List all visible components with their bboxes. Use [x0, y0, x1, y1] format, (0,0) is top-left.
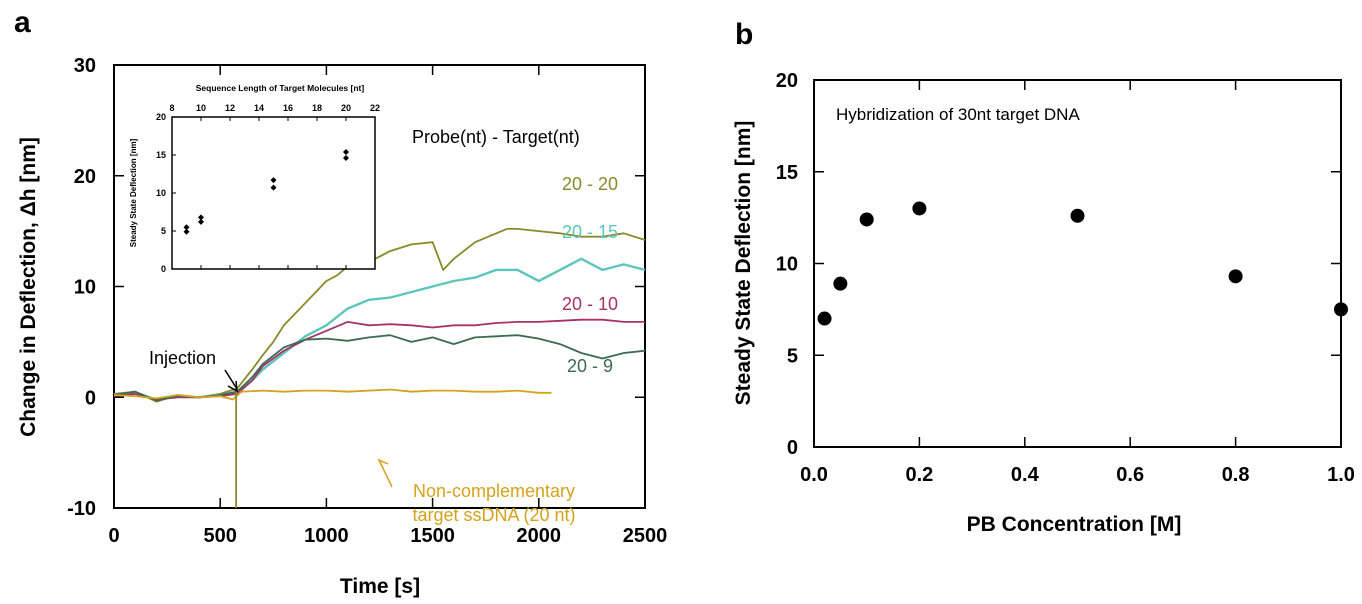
series-label-20-10: 20 - 10 [562, 294, 618, 314]
inset-x-tick-label: 20 [341, 103, 351, 113]
inset-x-tick-label: 22 [370, 103, 380, 113]
panel-b-y-ticks: 0 5 10 15 20 [776, 70, 1341, 459]
inset-point [183, 224, 190, 231]
inset-y-tick-label: 0 [161, 264, 166, 274]
panel-a-y-tick-label: -10 [67, 498, 96, 520]
panel-a-probe-target-label: Probe(nt) - Target(nt) [412, 127, 580, 147]
inset-x-tick-label: 14 [254, 103, 264, 113]
panel-b-y-axis-label: Steady State Deflection [nm] [732, 121, 755, 406]
inset-point [270, 177, 277, 184]
inset-x-ticks: 8 10 12 14 16 18 20 22 [169, 103, 380, 269]
panel-b-x-ticks: 0.0 0.2 0.4 0.6 0.8 1.0 [800, 80, 1355, 486]
panel-label-a: a [14, 6, 31, 39]
series-label-20-15: 20 - 15 [562, 222, 618, 242]
series-line-non-complementary [113, 388, 552, 401]
inset-y-tick-label: 5 [161, 226, 166, 236]
non-complementary-annotation: Non-complementary target ssDNA (20 nt) [412, 481, 575, 525]
panel-a-x-tick-label: 500 [204, 525, 237, 547]
panel-b-x-tick-label: 1.0 [1327, 464, 1355, 486]
inset-frame [171, 116, 376, 270]
panel-b-x-tick-label: 0.6 [1116, 464, 1144, 486]
panel-b-frame [813, 79, 1342, 448]
panel-a-y-tick-label: 10 [74, 277, 96, 299]
inset-points [183, 148, 349, 235]
panel-b-y-tick-label: 10 [776, 254, 798, 276]
panel-b-point [912, 201, 927, 216]
panel-b-points [817, 201, 1348, 326]
panel-b-y-tick-label: 5 [787, 345, 798, 367]
panel-a-y-tick-label: 20 [74, 166, 96, 188]
panel-b-y-tick-label: 0 [787, 437, 798, 459]
inset-x-tick-label: 12 [225, 103, 235, 113]
series-label-20-20: 20 - 20 [562, 174, 618, 194]
series-line-20-15 [113, 257, 646, 401]
panel-b-y-tick-label: 20 [776, 70, 798, 92]
annotation-line-1: Non-complementary [413, 481, 575, 501]
panel-b-x-tick-label: 0.2 [905, 464, 933, 486]
inset-x-axis-label: Sequence Length of Target Molecules [nt] [196, 83, 365, 93]
panel-b-x-axis-label: PB Concentration [M] [967, 513, 1182, 536]
panel-b-x-tick-label: 0.8 [1222, 464, 1250, 486]
inset-y-tick-label: 20 [156, 112, 166, 122]
panel-a-y-axis-label: Change in Deflection, Δh [nm] [17, 137, 40, 437]
panel-a-x-axis-label: Time [s] [340, 575, 420, 598]
panel-b-point [859, 212, 874, 227]
inset-x-tick-label: 16 [283, 103, 293, 113]
inset-point [198, 218, 204, 225]
inset-point [343, 155, 349, 162]
inset-point [198, 214, 204, 221]
inset-point [343, 148, 349, 155]
inset-x-tick-label: 10 [196, 103, 206, 113]
panel-b-point [817, 311, 832, 326]
panel-a-x-tick-label: 1000 [304, 525, 349, 547]
panel-a-x-tick-label: 1500 [410, 525, 455, 547]
inset-x-tick-label: 8 [169, 103, 174, 113]
panel-a-series-labels: 20 - 20 20 - 15 20 - 10 20 - 9 [562, 174, 618, 376]
panel-b-y-tick-label: 15 [776, 162, 798, 184]
injection-label: Injection [149, 348, 216, 368]
inset-point [270, 184, 277, 191]
inset-point [183, 228, 190, 235]
panel-a-y-tick-label: 0 [85, 387, 96, 409]
non-complementary-arrow-head [377, 458, 389, 469]
inset-y-axis-label: Steady State Deflection [nm] [129, 138, 138, 247]
panel-a-inset: 8 10 12 14 16 18 20 22 0 5 10 15 20 Sequence Length… [129, 83, 380, 274]
panel-b-annotation: Hybridization of 30nt target DNA [836, 105, 1080, 124]
panel-b-point [1334, 302, 1348, 317]
panel-a-series [113, 227, 646, 508]
panel-b-point [1070, 208, 1085, 223]
panel-a-y-tick-label: 30 [74, 55, 96, 77]
panel-b-x-tick-label: 0.4 [1011, 464, 1040, 486]
inset-y-tick-label: 10 [156, 188, 166, 198]
panel-a-y-ticks: -10 0 10 20 30 [67, 55, 645, 520]
panel-b-x-tick-label: 0.0 [800, 464, 828, 486]
inset-y-ticks: 0 5 10 15 20 [156, 112, 176, 274]
inset-y-tick-label: 15 [156, 150, 166, 160]
injection-arrow-head [227, 380, 238, 393]
injection-arrow [224, 369, 238, 390]
series-label-20-9: 20 - 9 [567, 356, 613, 376]
panel-a-x-tick-label: 2000 [517, 525, 562, 547]
panel-a-x-tick-label: 0 [108, 525, 119, 547]
panel-b-chart: 0.0 0.2 0.4 0.6 0.8 1.0 0 5 10 15 20 PB Concentra… [732, 70, 1355, 536]
panel-label-b: b [735, 18, 753, 51]
panel-a-x-ticks: 0 500 1000 1500 2000 2500 [108, 65, 667, 547]
inset-x-tick-label: 18 [312, 103, 322, 113]
panel-a-x-tick-label: 2500 [623, 525, 668, 547]
panel-b-point [1228, 269, 1243, 284]
panel-b-point [833, 276, 848, 291]
annotation-line-2: target ssDNA (20 nt) [412, 505, 575, 525]
